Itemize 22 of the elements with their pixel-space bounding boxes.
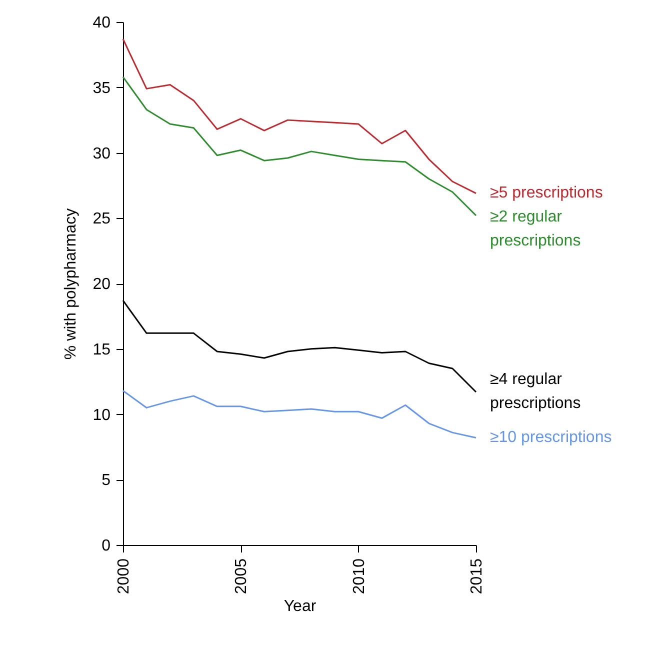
series-label: ≥10 prescriptions (490, 428, 612, 446)
y-axis-title: % with polypharmacy (62, 208, 80, 360)
y-tick-label: 30 (92, 145, 111, 162)
line-series (122, 38, 477, 194)
y-tick-label: 15 (92, 341, 111, 358)
line-series (122, 390, 477, 439)
x-axis-title: Year (284, 598, 317, 616)
x-tick-label: 2010 (350, 558, 368, 594)
series-label: ≥5 prescriptions (490, 184, 603, 202)
y-tick-label: 40 (92, 14, 111, 32)
series-label: ≥2 regular prescriptions (490, 208, 581, 250)
y-tick-label: 35 (92, 80, 111, 97)
y-tick-label: 20 (92, 276, 111, 293)
y-tick-label: 25 (92, 210, 111, 228)
x-tick-label: 2000 (116, 558, 132, 594)
x-tick-label: 2015 (468, 558, 486, 594)
y-tick-label: 5 (102, 472, 111, 490)
line-series (122, 76, 477, 216)
x-tick-label: 2005 (233, 558, 250, 594)
y-tick-label: 0 (102, 538, 111, 554)
series-label: ≥4 regular prescriptions (490, 371, 581, 412)
y-tick-label: 10 (92, 406, 111, 424)
